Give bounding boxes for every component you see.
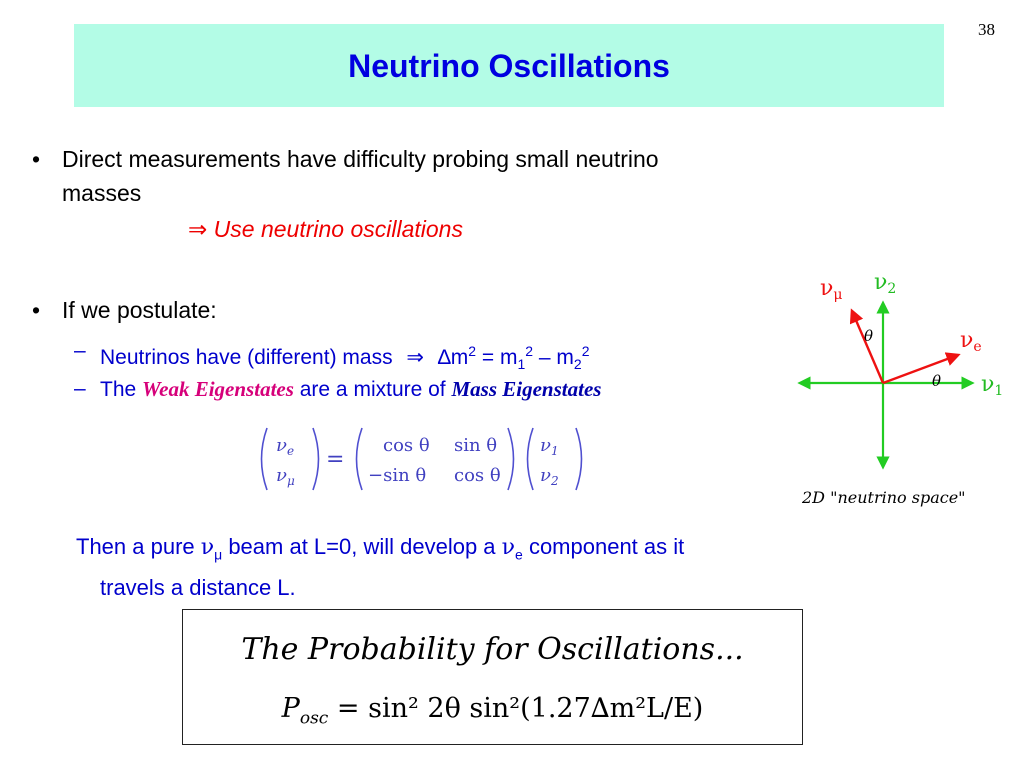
rhs-nu-2: ν2 <box>540 465 559 488</box>
sup: 2 <box>468 343 477 359</box>
rhs-right-paren <box>575 427 583 491</box>
title-banner: Neutrino Oscillations <box>74 24 944 107</box>
sub-bullet-2-content: The Weak Eigenstates are a mixture of Ma… <box>100 374 601 405</box>
then-line-2: travels a distance L. <box>100 575 296 601</box>
conclusion-text: Use neutrino oscillations <box>213 216 463 242</box>
sub: 2 <box>573 356 582 373</box>
implies-arrow: ⇒ <box>406 346 425 369</box>
matrix-m21: −sin θ <box>368 465 426 486</box>
sub: e <box>515 546 523 563</box>
lhs-nu-e: νe <box>276 435 294 458</box>
mass-minus: – m <box>533 346 574 369</box>
vector-nu-e <box>882 352 961 385</box>
label-nu-2: ν2 <box>874 270 896 297</box>
mass-eq: = m <box>476 346 518 369</box>
matrix-left-paren <box>355 427 363 491</box>
mixing-matrix-equation: νe νμ = cos θ sin θ −sin θ cos θ ν1 ν2 <box>260 427 583 491</box>
mass-eigenstates: Mass Eigenstates <box>451 377 602 401</box>
page-number: 38 <box>978 20 995 39</box>
sub-bullet-1-content: Neutrinos have (different) mass ⇒ ∆m2 = … <box>100 336 589 379</box>
theta-right-label: θ <box>932 372 941 390</box>
bullet-dot: • <box>32 146 41 172</box>
lhs-nu-mu: νμ <box>276 465 295 488</box>
diagram-caption: 2D "neutrino space" <box>801 488 966 507</box>
then-p1: Then a pure <box>76 534 201 559</box>
sup: 2 <box>525 343 534 359</box>
matrix-m12: sin θ <box>454 435 497 456</box>
then-p2: beam at L=0, will develop a <box>222 534 502 559</box>
bullet-dot: • <box>32 297 41 323</box>
nu-e-symbol: ν <box>501 535 516 560</box>
label-nu-mu: νμ <box>820 276 842 303</box>
bullet-1-line1: Direct measurements have difficulty prob… <box>62 146 659 172</box>
bullet-2-text: If we postulate: <box>62 297 217 323</box>
implies-arrow: ⇒ <box>188 216 208 242</box>
formula-rest: = sin² 2θ sin²(1.27∆m²L/E) <box>328 693 704 724</box>
sub-dash: – <box>74 377 86 400</box>
probability-formula: Posc = sin² 2θ sin²(1.27∆m²L/E) <box>183 693 802 728</box>
then-p3: component as it <box>522 534 685 559</box>
sub-dash: – <box>74 339 86 362</box>
bullet-1-line2: masses <box>62 180 142 206</box>
formula-sub: osc <box>299 708 329 729</box>
the-word: The <box>100 378 137 401</box>
sub-bullet-1-text: Neutrinos have (different) mass <box>100 346 393 369</box>
neutrino-space-diagram: νμ ν2 νe ν1 θ θ 2D "neutrino space" <box>797 270 1003 507</box>
probability-box: The Probability for Oscillations... Posc… <box>182 609 803 745</box>
vector-nu-mu <box>849 308 885 384</box>
probability-heading: The Probability for Oscillations... <box>241 632 744 667</box>
formula-P: P <box>281 693 300 724</box>
then-line-1: Then a pure νμ beam at L=0, will develop… <box>76 530 856 571</box>
sub: μ <box>214 546 223 563</box>
equals-sign: = <box>326 447 344 472</box>
lhs-left-paren <box>260 427 268 491</box>
rhs-nu-1: ν1 <box>540 435 559 458</box>
label-nu-1: ν1 <box>981 372 1003 399</box>
weak-eigenstates: Weak Eigenstates <box>142 377 294 401</box>
page-title: Neutrino Oscillations <box>348 48 670 84</box>
matrix-m22: cos θ <box>454 465 501 486</box>
matrix-right-paren <box>507 427 515 491</box>
then-statement: Then a pure νμ beam at L=0, will develop… <box>76 530 856 604</box>
label-nu-e: νe <box>960 328 982 355</box>
nu-mu-symbol: ν <box>200 535 215 560</box>
mass-delta: ∆m <box>437 346 469 369</box>
rhs-left-paren <box>526 427 534 491</box>
bullet-1-conclusion: ⇒ Use neutrino oscillations <box>188 213 463 246</box>
sup: 2 <box>581 343 590 359</box>
theta-top-label: θ <box>864 327 873 345</box>
lhs-right-paren <box>312 427 320 491</box>
matrix-m11: cos θ <box>383 435 430 456</box>
mixture-text: are a mixture of <box>299 378 446 401</box>
sub: 1 <box>517 356 526 373</box>
